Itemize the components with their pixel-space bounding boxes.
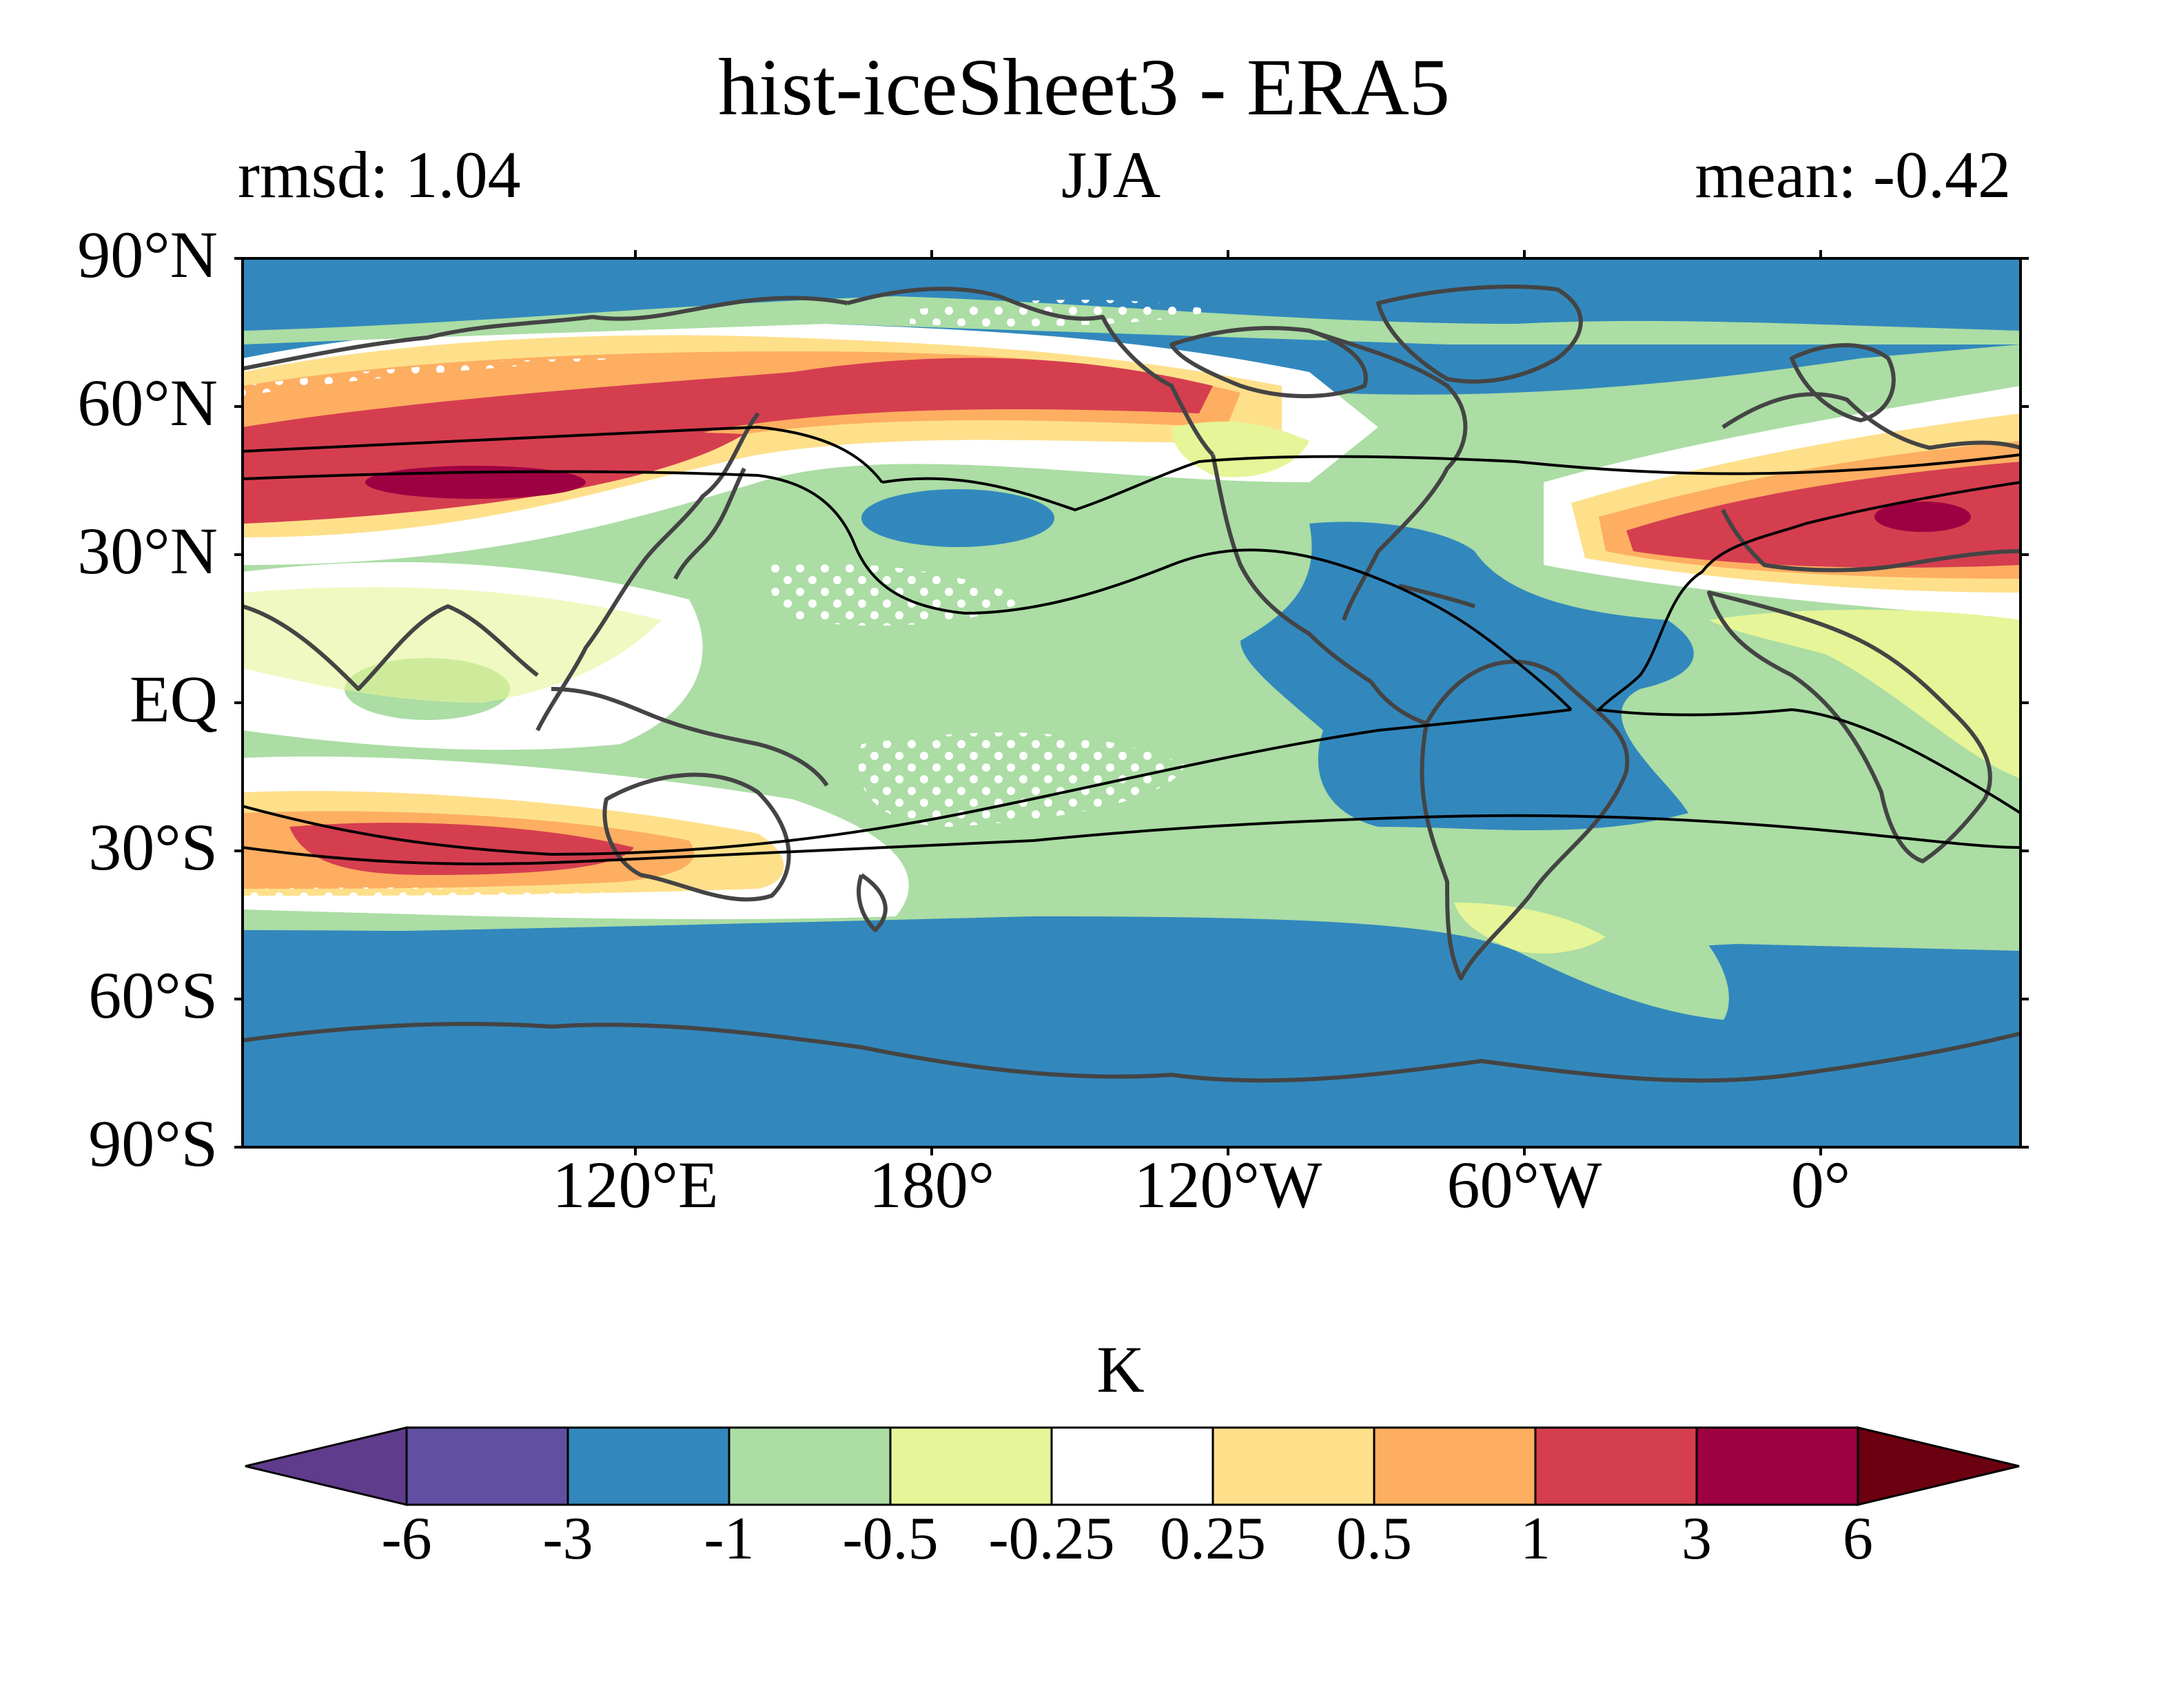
figure-title: hist-iceSheet3 - ERA5 (718, 42, 1450, 132)
field-yellow-trop-w (243, 587, 662, 703)
coast-central-america (1369, 681, 1427, 726)
coast-antarctica (243, 1022, 2021, 1083)
contour-jet-north-3 (881, 453, 2021, 512)
contour-sh-1 (243, 708, 1572, 856)
coast-europe (1721, 392, 2021, 450)
colorbar-tick-label: 0.5 (1336, 1505, 1412, 1572)
lon-tick-label-0: 0° (1790, 1148, 1851, 1222)
lat-tick-label-30s: 30°S (88, 810, 218, 884)
axis-ticks (234, 250, 2029, 1155)
coast-north-america-west (1211, 454, 1373, 684)
coast-africa (1707, 590, 1992, 863)
contour-jet-north-1 (243, 425, 883, 484)
lon-tick-label-180: 180° (868, 1148, 995, 1222)
stipple-spac (858, 732, 1185, 827)
rmsd-label: rmsd: 1.04 (238, 138, 521, 212)
coast-east-asia (535, 412, 760, 732)
lat-tick-label-90n: 90°N (77, 218, 218, 291)
colorbar-swatch (1695, 1426, 1859, 1506)
colorbar-tick-label: -6 (381, 1505, 432, 1572)
colorbar-tick-label: 3 (1681, 1505, 1712, 1572)
coast-eurasia-north (243, 296, 848, 371)
colorbar-swatch (566, 1426, 730, 1506)
coast-south-asia (243, 604, 539, 691)
coast-south-america (1420, 659, 1630, 980)
coast-caribbean (1398, 584, 1475, 608)
coast-iberia-north-africa (1721, 508, 2021, 573)
lat-tick-label-30n: 30°N (77, 514, 218, 588)
coast-japan (673, 467, 746, 580)
colorbar-tick-label: -0.5 (842, 1505, 939, 1572)
lat-tick-label-eq: EQ (130, 662, 218, 736)
colorbar-swatch (1373, 1426, 1537, 1506)
field-yellow-fringe-africa (1709, 610, 2021, 779)
colorbar (245, 1426, 2020, 1506)
colorbar-extend-low (245, 1426, 408, 1506)
lat-tick-label-60s: 60°S (88, 958, 218, 1032)
coastlines (243, 285, 2021, 1083)
coast-scandinavia (1790, 343, 1896, 422)
colorbar-tick-label: -0.25 (988, 1505, 1115, 1572)
field-red-band-atl (1626, 462, 2021, 568)
colorbar-extend-high (1857, 1426, 2020, 1506)
anomaly-field (243, 258, 2021, 1147)
field-cold-core-npac (861, 489, 1054, 547)
coast-new-zealand (857, 873, 888, 932)
lat-tick-label-60n: 60°N (77, 366, 218, 440)
colorbar-tick-label: 0.25 (1160, 1505, 1266, 1572)
colorbar-tick-label: 1 (1520, 1505, 1551, 1572)
colorbar-tick-label: -1 (704, 1505, 755, 1572)
coast-canada-arctic (1169, 326, 1368, 398)
colorbar-swatch (1050, 1426, 1214, 1506)
stipple-north-band (243, 358, 620, 396)
contour-jet-north-2 (243, 470, 1573, 711)
stipple-south-band (243, 887, 689, 902)
contour-atl-loop (1595, 481, 2021, 814)
season-label: JJA (1061, 138, 1161, 212)
lon-tick-label-60w: 60°W (1446, 1148, 1602, 1222)
coast-alaska (847, 287, 1215, 457)
coast-australia (602, 772, 791, 902)
coast-greenland (1376, 285, 1583, 384)
colorbar-tick-label: -3 (542, 1505, 593, 1572)
colorbar-tick-label: 6 (1843, 1505, 1873, 1572)
colorbar-swatch (728, 1426, 892, 1506)
field-yellow-fringe-pac (1172, 421, 1309, 477)
coast-maritime-se-asia (551, 687, 829, 787)
colorbar-swatch (1534, 1426, 1698, 1506)
contour-sh-2 (243, 814, 2021, 865)
lat-tick-label-90s: 90°S (88, 1107, 218, 1180)
stipple-arctic (910, 300, 1213, 327)
lon-tick-label-120e: 120°E (552, 1148, 719, 1222)
contour-lines (243, 425, 2021, 865)
field-cold-band-s (243, 916, 2021, 1147)
field-yellow-patch-s (1454, 903, 1606, 954)
colorbar-swatch (405, 1426, 569, 1506)
coast-north-america-east (1309, 329, 1468, 621)
mean-label: mean: -0.42 (1695, 138, 2011, 212)
colorbar-unit: K (1096, 1333, 1145, 1406)
colorbar-swatch (889, 1426, 1053, 1506)
colorbar-swatch (1211, 1426, 1376, 1506)
field-cold-cap-n (243, 258, 2021, 331)
lon-tick-label-120w: 120°W (1134, 1148, 1322, 1222)
field-max-europe (1874, 502, 1971, 532)
